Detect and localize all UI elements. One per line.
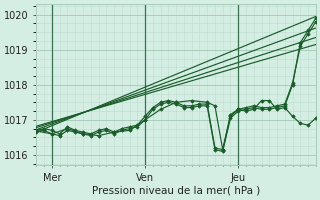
X-axis label: Pression niveau de la mer( hPa ): Pression niveau de la mer( hPa ) bbox=[92, 186, 260, 196]
